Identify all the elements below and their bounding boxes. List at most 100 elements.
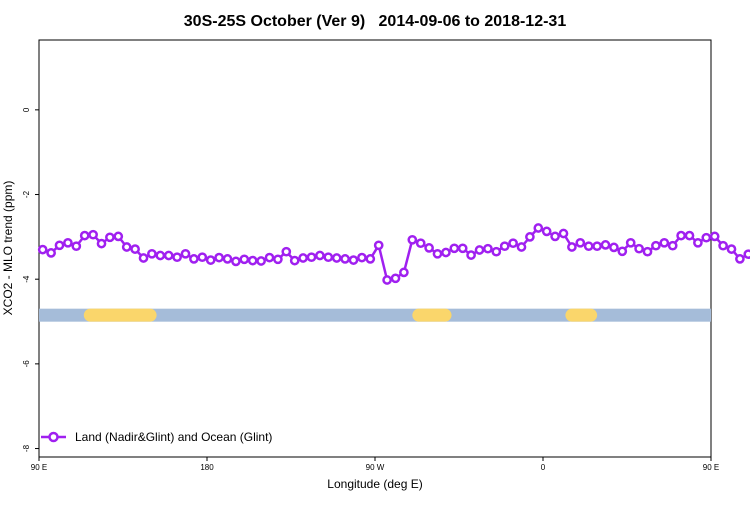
data-point	[541, 226, 552, 237]
data-point	[625, 237, 636, 248]
x-tick-label: 90 E	[31, 463, 47, 472]
y-tick-label: -8	[22, 444, 31, 452]
data-point	[373, 240, 384, 251]
data-point	[306, 252, 317, 263]
data-point	[735, 254, 745, 264]
data-point	[197, 252, 208, 263]
data-point	[634, 243, 644, 254]
data-point	[264, 252, 275, 263]
data-point	[642, 246, 653, 257]
chart-title: 30S-25S October (Ver 9) 2014-09-06 to 20…	[184, 13, 567, 30]
data-point	[130, 244, 140, 254]
data-point	[667, 240, 678, 251]
y-tick-label: -2	[22, 190, 31, 198]
data-point	[256, 256, 266, 266]
data-point	[214, 252, 224, 263]
data-point	[701, 232, 712, 243]
x-axis-ticks: 90 E 180 90 W 0 90 E	[31, 457, 719, 472]
data-point	[54, 240, 65, 251]
data-point	[365, 254, 376, 264]
data-point	[71, 241, 82, 252]
data-point	[466, 250, 476, 260]
x-tick-label: 90 E	[703, 463, 719, 472]
surface-band	[39, 308, 711, 322]
data-point	[676, 230, 686, 241]
data-point	[113, 231, 124, 242]
data-point	[718, 240, 728, 251]
y-axis-ticks: 0 -2 -4 -6 -8	[22, 107, 39, 452]
data-point	[315, 250, 325, 261]
y-tick-label: -6	[22, 360, 31, 368]
data-point	[415, 238, 426, 249]
data-point	[331, 253, 342, 263]
data-point	[407, 234, 418, 245]
data-point	[533, 223, 544, 233]
data-point	[63, 237, 73, 248]
x-tick-label: 90 W	[366, 463, 385, 472]
data-point	[205, 255, 216, 265]
data-point	[382, 275, 392, 285]
y-axis-label: XCO2 - MLO trend (ppm)	[1, 181, 15, 316]
data-point	[79, 230, 90, 241]
data-point	[138, 253, 149, 263]
data-point	[550, 231, 560, 242]
data-point	[239, 254, 250, 265]
data-point	[155, 250, 166, 261]
data-point	[651, 240, 661, 251]
data-point	[449, 243, 460, 254]
data-point	[121, 242, 132, 252]
data-point	[340, 254, 350, 264]
data-point	[516, 242, 527, 252]
data-point	[147, 248, 157, 259]
x-tick-label: 180	[200, 463, 214, 472]
data-point	[46, 248, 56, 258]
data-point	[743, 249, 750, 260]
data-point	[457, 243, 468, 254]
data-point	[558, 228, 569, 239]
x-tick-label: 0	[541, 463, 546, 472]
data-point	[105, 232, 115, 243]
data-point	[96, 238, 107, 249]
data-point	[592, 241, 602, 252]
legend-label: Land (Nadir&Glint) and Ocean (Glint)	[75, 430, 272, 444]
data-point	[693, 237, 703, 248]
y-tick-label: 0	[22, 107, 31, 112]
ocean-band	[39, 308, 711, 322]
x-axis-label: Longitude (deg E)	[327, 477, 422, 491]
legend-marker-swatch	[48, 431, 59, 443]
data-point	[600, 240, 611, 250]
data-point	[424, 243, 434, 253]
data-point	[617, 246, 628, 257]
y-tick-label: -4	[22, 275, 31, 283]
data-point	[298, 253, 308, 263]
data-point	[491, 246, 502, 257]
data-point	[684, 230, 695, 241]
land-segment	[412, 308, 452, 322]
data-point	[172, 252, 182, 263]
data-point	[441, 247, 451, 258]
data-point	[37, 244, 48, 255]
data-point	[323, 252, 334, 263]
data-point	[525, 232, 535, 242]
data-point	[273, 254, 283, 265]
data-point	[88, 229, 98, 240]
data-point	[222, 254, 233, 264]
series-points	[37, 223, 750, 285]
data-point	[189, 254, 199, 264]
data-point	[474, 245, 485, 255]
data-point	[583, 241, 594, 252]
data-point	[609, 242, 619, 253]
data-point	[348, 255, 359, 265]
data-point	[390, 273, 401, 284]
data-point	[575, 237, 586, 248]
data-point	[499, 241, 510, 252]
data-point	[399, 267, 409, 278]
land-segment	[565, 308, 598, 322]
land-segment	[83, 308, 157, 322]
data-point	[508, 238, 518, 249]
data-point	[567, 242, 577, 252]
data-point	[357, 252, 367, 263]
data-point	[432, 248, 443, 259]
